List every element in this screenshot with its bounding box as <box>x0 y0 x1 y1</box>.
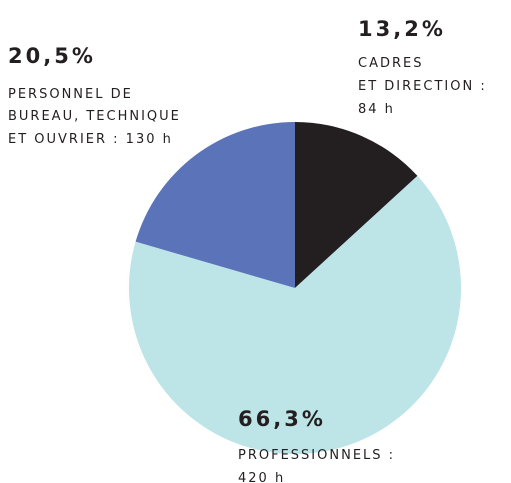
pie-slice <box>135 122 295 288</box>
value-label: 13,2% <box>358 17 446 41</box>
category-label: 420 h <box>238 471 285 483</box>
value-label: 66,3% <box>238 407 326 431</box>
pie-slice <box>128 175 461 454</box>
category-label: ET DIRECTION : <box>358 79 487 94</box>
pie-slice <box>295 122 418 288</box>
category-label: CADRES <box>358 56 423 71</box>
value-label: 20,5% <box>8 44 96 68</box>
category-label: 84 h <box>358 102 395 117</box>
category-label: PERSONNEL DE <box>8 87 133 102</box>
category-label: BUREAU, TECHNIQUE <box>8 109 181 124</box>
category-label: ET OUVRIER : 130 h <box>8 132 173 147</box>
category-label: PROFESSIONNELS : <box>238 448 395 463</box>
